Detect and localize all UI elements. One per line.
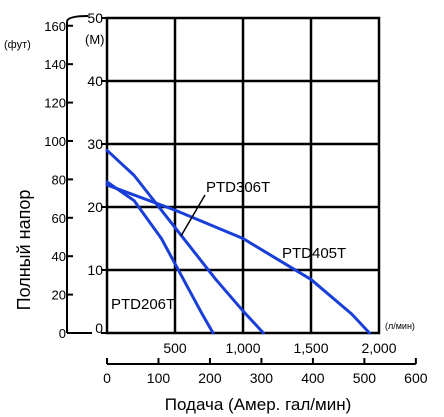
x-tick-label: 2,000	[361, 340, 396, 356]
y-left-tick-label: 40	[52, 249, 66, 264]
grid-lines	[107, 18, 379, 333]
y-left-tick-label: 140	[44, 57, 66, 72]
x-bottom-tick-label: 200	[198, 370, 222, 386]
x-axis-title: Подача (Амер. гал/мин)	[165, 395, 352, 414]
series-line-ptd206t	[105, 180, 215, 335]
y-tick-label: 30	[87, 136, 103, 152]
x-bottom-tick-label: 0	[103, 370, 111, 386]
y-axis-meters: 0 10 20 30 40 50	[87, 10, 107, 336]
label-ptd206t: PTD206T	[111, 296, 175, 313]
x-axis-gallons: 0 100 200 300 400 500 600	[103, 358, 428, 386]
y-tick-label: 20	[87, 199, 103, 215]
x-tick-label: 1,500	[293, 340, 328, 356]
y-left-tick-label: 60	[52, 211, 66, 226]
y-axis-title: Полный напор	[14, 190, 34, 311]
y-left-axis-bracket	[66, 15, 89, 22]
y-left-tick-label: 100	[44, 134, 66, 149]
label-ptd405t: PTD405T	[282, 245, 346, 262]
label-ptd306t: PTD306T	[206, 179, 270, 196]
y-left-tick-label: 160	[44, 19, 66, 34]
x-tick-label: 500	[163, 340, 187, 356]
y-tick-label: 40	[87, 73, 103, 89]
y-tick-label: 50	[87, 10, 103, 26]
y-tick-label: 0	[95, 320, 103, 336]
x-inner-unit: (л/мин)	[385, 321, 415, 331]
x-bottom-tick-label: 600	[404, 370, 428, 386]
y-left-tick-label: 80	[52, 172, 66, 187]
series-line-ptd405t	[105, 183, 371, 335]
y-axis-feet: 0 20 40 60 80 100 120 140 160	[44, 15, 92, 341]
y-tick-label: 10	[87, 262, 103, 278]
y-left-tick-label: 120	[44, 96, 66, 111]
ptd306t-pointer	[180, 194, 206, 237]
y-left-unit: (фут)	[4, 39, 31, 51]
x-bottom-tick-label: 500	[353, 370, 377, 386]
x-tick-label: 1,000	[225, 340, 260, 356]
x-bottom-tick-label: 100	[147, 370, 171, 386]
x-axis-liters: 500 1,000 1,500 2,000	[163, 340, 396, 356]
y-inner-unit: (M)	[85, 32, 105, 47]
x-bottom-tick-label: 400	[301, 370, 325, 386]
x-bottom-tick-label: 300	[250, 370, 274, 386]
series-group	[105, 148, 371, 335]
series-line-ptd306t	[105, 148, 265, 335]
y-left-tick-label: 0	[59, 326, 66, 341]
y-left-tick-label: 20	[52, 288, 66, 303]
